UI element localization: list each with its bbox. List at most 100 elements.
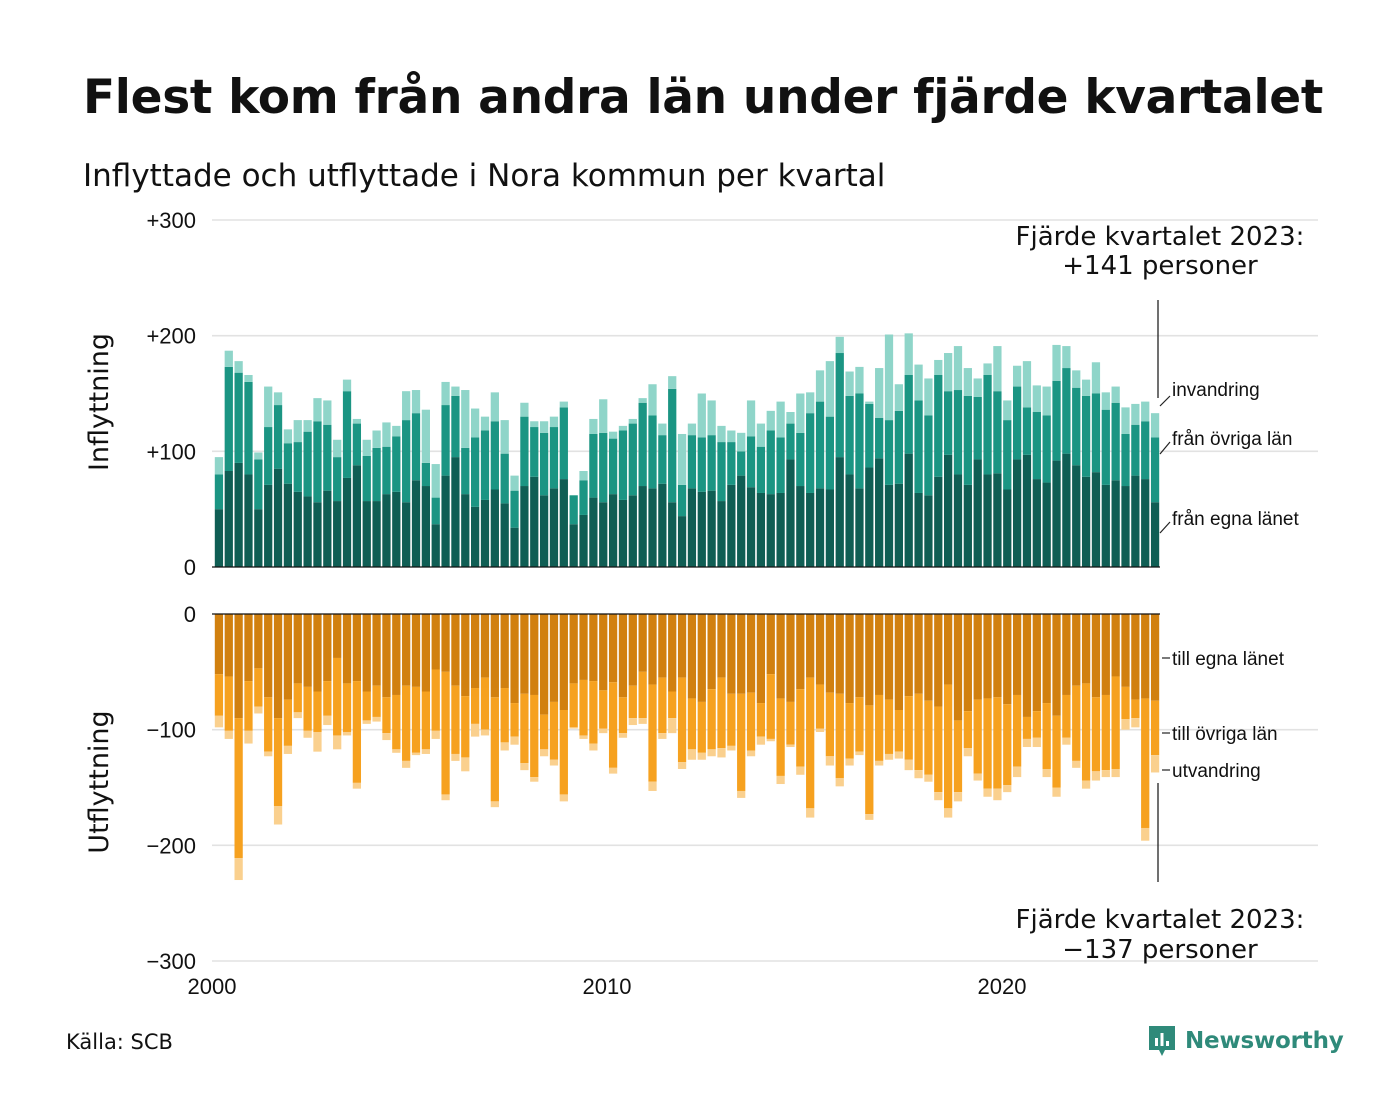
bar-in-från-övriga-län bbox=[500, 453, 509, 504]
bar-in-invandring bbox=[638, 398, 647, 403]
bar-out-utvandring bbox=[273, 806, 283, 825]
bar-out-till-egna-länet bbox=[1141, 614, 1150, 699]
bar-out-till-övriga-län bbox=[608, 682, 618, 768]
bar-out-utvandring bbox=[392, 749, 401, 753]
bar-in-invandring bbox=[934, 359, 943, 375]
bar-in-från-övriga-län bbox=[431, 497, 440, 525]
bar-out-till-egna-länet bbox=[1121, 614, 1130, 687]
bar-out-till-egna-länet bbox=[855, 614, 864, 698]
bar-out-utvandring bbox=[1081, 780, 1091, 789]
series-label-till-ovriga-lan: till övriga län bbox=[1172, 724, 1278, 745]
bar-out-utvandring bbox=[865, 814, 874, 820]
bar-in-från-övriga-län bbox=[1003, 420, 1012, 490]
bar-in-invandring bbox=[924, 378, 933, 416]
bar-in-från-egna-länet bbox=[441, 475, 450, 567]
bar-out-utvandring bbox=[362, 720, 371, 724]
bar-out-till-egna-länet bbox=[1052, 614, 1061, 716]
bar-in-från-egna-länet bbox=[214, 509, 224, 567]
bar-in-från-egna-länet bbox=[1150, 502, 1160, 567]
bar-out-till-övriga-län bbox=[766, 674, 775, 739]
bar-in-från-övriga-län bbox=[461, 447, 470, 495]
bar-out-till-egna-länet bbox=[264, 614, 273, 698]
bar-out-till-övriga-län bbox=[323, 681, 332, 716]
bar-in-från-egna-länet bbox=[835, 457, 844, 567]
bar-in-från-övriga-län bbox=[559, 407, 568, 480]
bar-out-utvandring bbox=[845, 758, 854, 766]
bar-in-från-övriga-län bbox=[214, 474, 224, 510]
bar-in-från-övriga-län bbox=[628, 423, 637, 496]
bar-out-till-egna-länet bbox=[234, 614, 243, 719]
bar-out-till-egna-länet bbox=[461, 614, 470, 697]
bar-out-till-övriga-län bbox=[264, 697, 273, 752]
bar-in-invandring bbox=[628, 418, 637, 424]
bar-out-utvandring bbox=[1032, 737, 1041, 748]
bar-out-till-egna-länet bbox=[421, 614, 430, 692]
bar-in-från-egna-länet bbox=[973, 459, 982, 567]
bar-out-utvandring bbox=[303, 730, 312, 738]
bar-out-till-egna-länet bbox=[638, 614, 647, 672]
bar-in-invandring bbox=[520, 402, 529, 417]
x-tick-label: 2000 bbox=[188, 974, 237, 999]
bar-in-från-egna-länet bbox=[648, 488, 657, 567]
bar-in-från-egna-länet bbox=[1062, 453, 1071, 567]
bar-out-utvandring bbox=[530, 777, 539, 782]
bar-in-invandring bbox=[342, 379, 352, 392]
bar-out-till-övriga-län bbox=[894, 710, 903, 752]
bar-in-invandring bbox=[746, 400, 756, 437]
bar-in-från-övriga-län bbox=[668, 388, 677, 503]
bar-in-invandring bbox=[815, 370, 825, 402]
bar-out-till-övriga-län bbox=[855, 697, 864, 752]
bar-out-utvandring bbox=[411, 752, 421, 756]
bar-in-invandring bbox=[776, 401, 785, 438]
bar-out-till-egna-länet bbox=[1012, 614, 1022, 695]
bar-out-till-egna-länet bbox=[845, 614, 854, 704]
bar-in-från-övriga-län bbox=[1150, 437, 1160, 503]
bar-in-invandring bbox=[983, 363, 992, 375]
bar-out-till-egna-länet bbox=[283, 614, 293, 700]
bar-in-från-övriga-län bbox=[372, 447, 381, 502]
bar-out-utvandring bbox=[451, 753, 460, 761]
bar-in-från-övriga-län bbox=[983, 374, 992, 475]
bar-out-utvandring bbox=[421, 749, 430, 754]
bar-in-invandring bbox=[303, 420, 312, 432]
bar-out-till-övriga-län bbox=[697, 701, 706, 753]
bar-in-från-egna-länet bbox=[668, 502, 677, 567]
bar-in-från-egna-länet bbox=[411, 480, 421, 567]
bar-out-till-egna-länet bbox=[431, 614, 440, 670]
bar-in-invandring bbox=[944, 353, 953, 392]
bar-out-utvandring bbox=[608, 767, 618, 774]
top-annotation-title: Fjärde kvartalet 2023: bbox=[1016, 222, 1305, 252]
bar-out-utvandring bbox=[766, 738, 775, 742]
bar-out-utvandring bbox=[333, 735, 342, 750]
bar-in-invandring bbox=[549, 416, 559, 428]
bar-in-invandring bbox=[224, 350, 233, 367]
bar-in-från-egna-länet bbox=[530, 476, 539, 567]
bar-out-utvandring bbox=[796, 766, 805, 775]
bar-out-till-övriga-län bbox=[865, 705, 874, 815]
bar-out-till-egna-länet bbox=[993, 614, 1002, 698]
bar-in-från-övriga-län bbox=[806, 413, 815, 493]
bar-out-till-övriga-län bbox=[677, 677, 687, 763]
bar-in-invandring bbox=[894, 384, 903, 411]
bar-out-till-egna-länet bbox=[806, 614, 815, 678]
bar-in-invandring bbox=[362, 439, 371, 456]
bar-in-från-övriga-län bbox=[717, 442, 726, 502]
bar-in-från-egna-länet bbox=[392, 491, 401, 567]
bar-out-till-övriga-län bbox=[993, 697, 1002, 789]
bar-in-från-övriga-län bbox=[342, 391, 352, 478]
bar-out-till-övriga-län bbox=[1081, 683, 1091, 781]
bar-out-utvandring bbox=[894, 751, 903, 759]
bar-out-utvandring bbox=[1022, 738, 1032, 748]
bar-in-från-egna-länet bbox=[914, 492, 923, 567]
bar-in-invandring bbox=[1042, 386, 1051, 416]
bar-in-från-övriga-län bbox=[421, 462, 430, 487]
bar-out-till-övriga-län bbox=[1101, 694, 1110, 771]
bar-out-till-egna-länet bbox=[352, 614, 362, 682]
bar-in-invandring bbox=[1072, 370, 1081, 388]
bar-in-från-egna-länet bbox=[904, 453, 913, 567]
bar-out-till-övriga-län bbox=[411, 686, 421, 753]
bar-out-till-egna-länet bbox=[599, 614, 608, 691]
top-annotation-value: +141 personer bbox=[1062, 251, 1258, 281]
bar-out-till-övriga-län bbox=[589, 681, 598, 744]
bar-in-från-egna-länet bbox=[500, 503, 509, 567]
